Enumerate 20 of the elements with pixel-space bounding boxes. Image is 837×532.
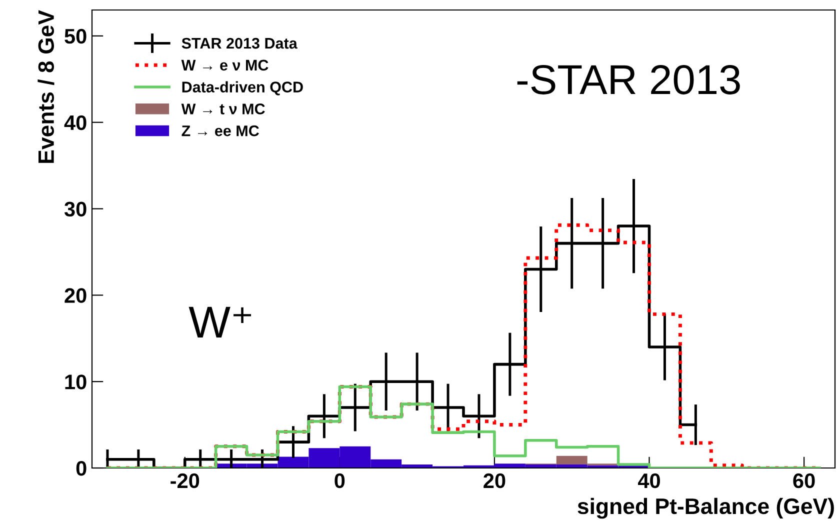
y-tick-label: 10 — [65, 374, 86, 390]
y-tick-label: 0 — [76, 461, 86, 476]
y-tick-label: 50 — [64, 28, 86, 44]
x-tick-label: 60 — [793, 473, 815, 488]
x-tick-label: 20 — [484, 473, 506, 488]
y-tick-label: 20 — [64, 288, 86, 303]
legend-label: Data-driven QCD — [182, 81, 303, 96]
annotation: W⁺ — [188, 306, 252, 338]
legend-label: STAR 2013 Data — [182, 38, 298, 49]
x-axis-title: signed Pt-Balance (GeV) — [578, 498, 834, 519]
x-tick-label: 40 — [638, 473, 660, 488]
legend-label: Z → ee MC — [182, 125, 259, 136]
y-tick-label: 30 — [64, 202, 86, 217]
legend-label: W → e ν MC — [181, 60, 268, 71]
annotation: -STAR 2013 — [517, 64, 740, 94]
y-tick-label: 40 — [64, 115, 86, 130]
x-tick-label: -20 — [170, 473, 200, 488]
x-tick-label: 0 — [334, 473, 345, 488]
y-axis-title: Events / 8 GeV — [38, 10, 54, 163]
legend-label: W → t ν MC — [181, 104, 265, 114]
